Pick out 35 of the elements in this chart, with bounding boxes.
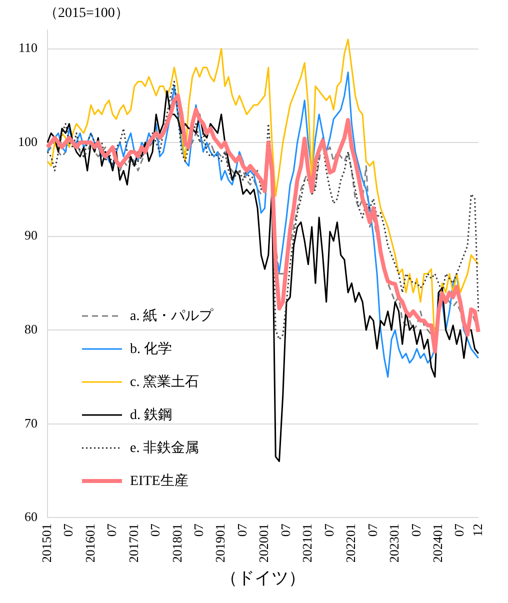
x-tick-label: 07 xyxy=(60,523,76,537)
x-tick-label: 07 xyxy=(364,523,380,537)
legend-label: a. 紙・パルプ xyxy=(130,307,214,324)
x-tick-label: 202401 xyxy=(430,524,445,563)
legend-label: EITE生産 xyxy=(130,472,188,490)
x-tick-label: 07 xyxy=(148,523,163,537)
x-tick-label: 202201 xyxy=(343,524,358,563)
x-tick-label: 07 xyxy=(408,523,424,537)
x-tick-label: 201801 xyxy=(169,524,184,563)
y-tick-label: 100 xyxy=(18,134,38,149)
x-axis-title: （ドイツ） xyxy=(220,568,306,588)
x-tick-label: 202301 xyxy=(386,524,402,563)
x-tick-label: 12 xyxy=(470,524,485,537)
x-tick-label: 07 xyxy=(234,523,250,537)
legend-label: c. 窯業土石 xyxy=(130,373,200,390)
legend-label: e. 非鉄金属 xyxy=(130,440,200,456)
y-tick-label: 90 xyxy=(24,228,38,243)
legend-label: d. 鉄鋼 xyxy=(130,406,172,424)
y-tick-label: 80 xyxy=(24,321,38,336)
x-tick-label: 201701 xyxy=(126,524,141,563)
y-tick-label: 60 xyxy=(24,509,38,524)
x-tick-label: 07 xyxy=(278,523,293,537)
y-axis-title: （2015=100） xyxy=(44,5,129,22)
x-tick-label: 07 xyxy=(104,523,120,537)
x-tick-label: 201601 xyxy=(82,524,98,563)
x-tick-label: 07 xyxy=(321,523,336,537)
x-tick-label: 07 xyxy=(452,523,467,537)
x-tick-label: 07 xyxy=(191,523,206,537)
y-tick-label: 70 xyxy=(24,415,38,430)
legend-label: b. 化学 xyxy=(130,340,172,358)
y-tick-label: 110 xyxy=(18,40,38,56)
x-tick-label: 202101 xyxy=(300,524,315,563)
x-tick-label: 201901 xyxy=(212,524,228,563)
x-tick-label: 201501 xyxy=(38,524,54,563)
x-tick-label: 202001 xyxy=(256,524,272,563)
